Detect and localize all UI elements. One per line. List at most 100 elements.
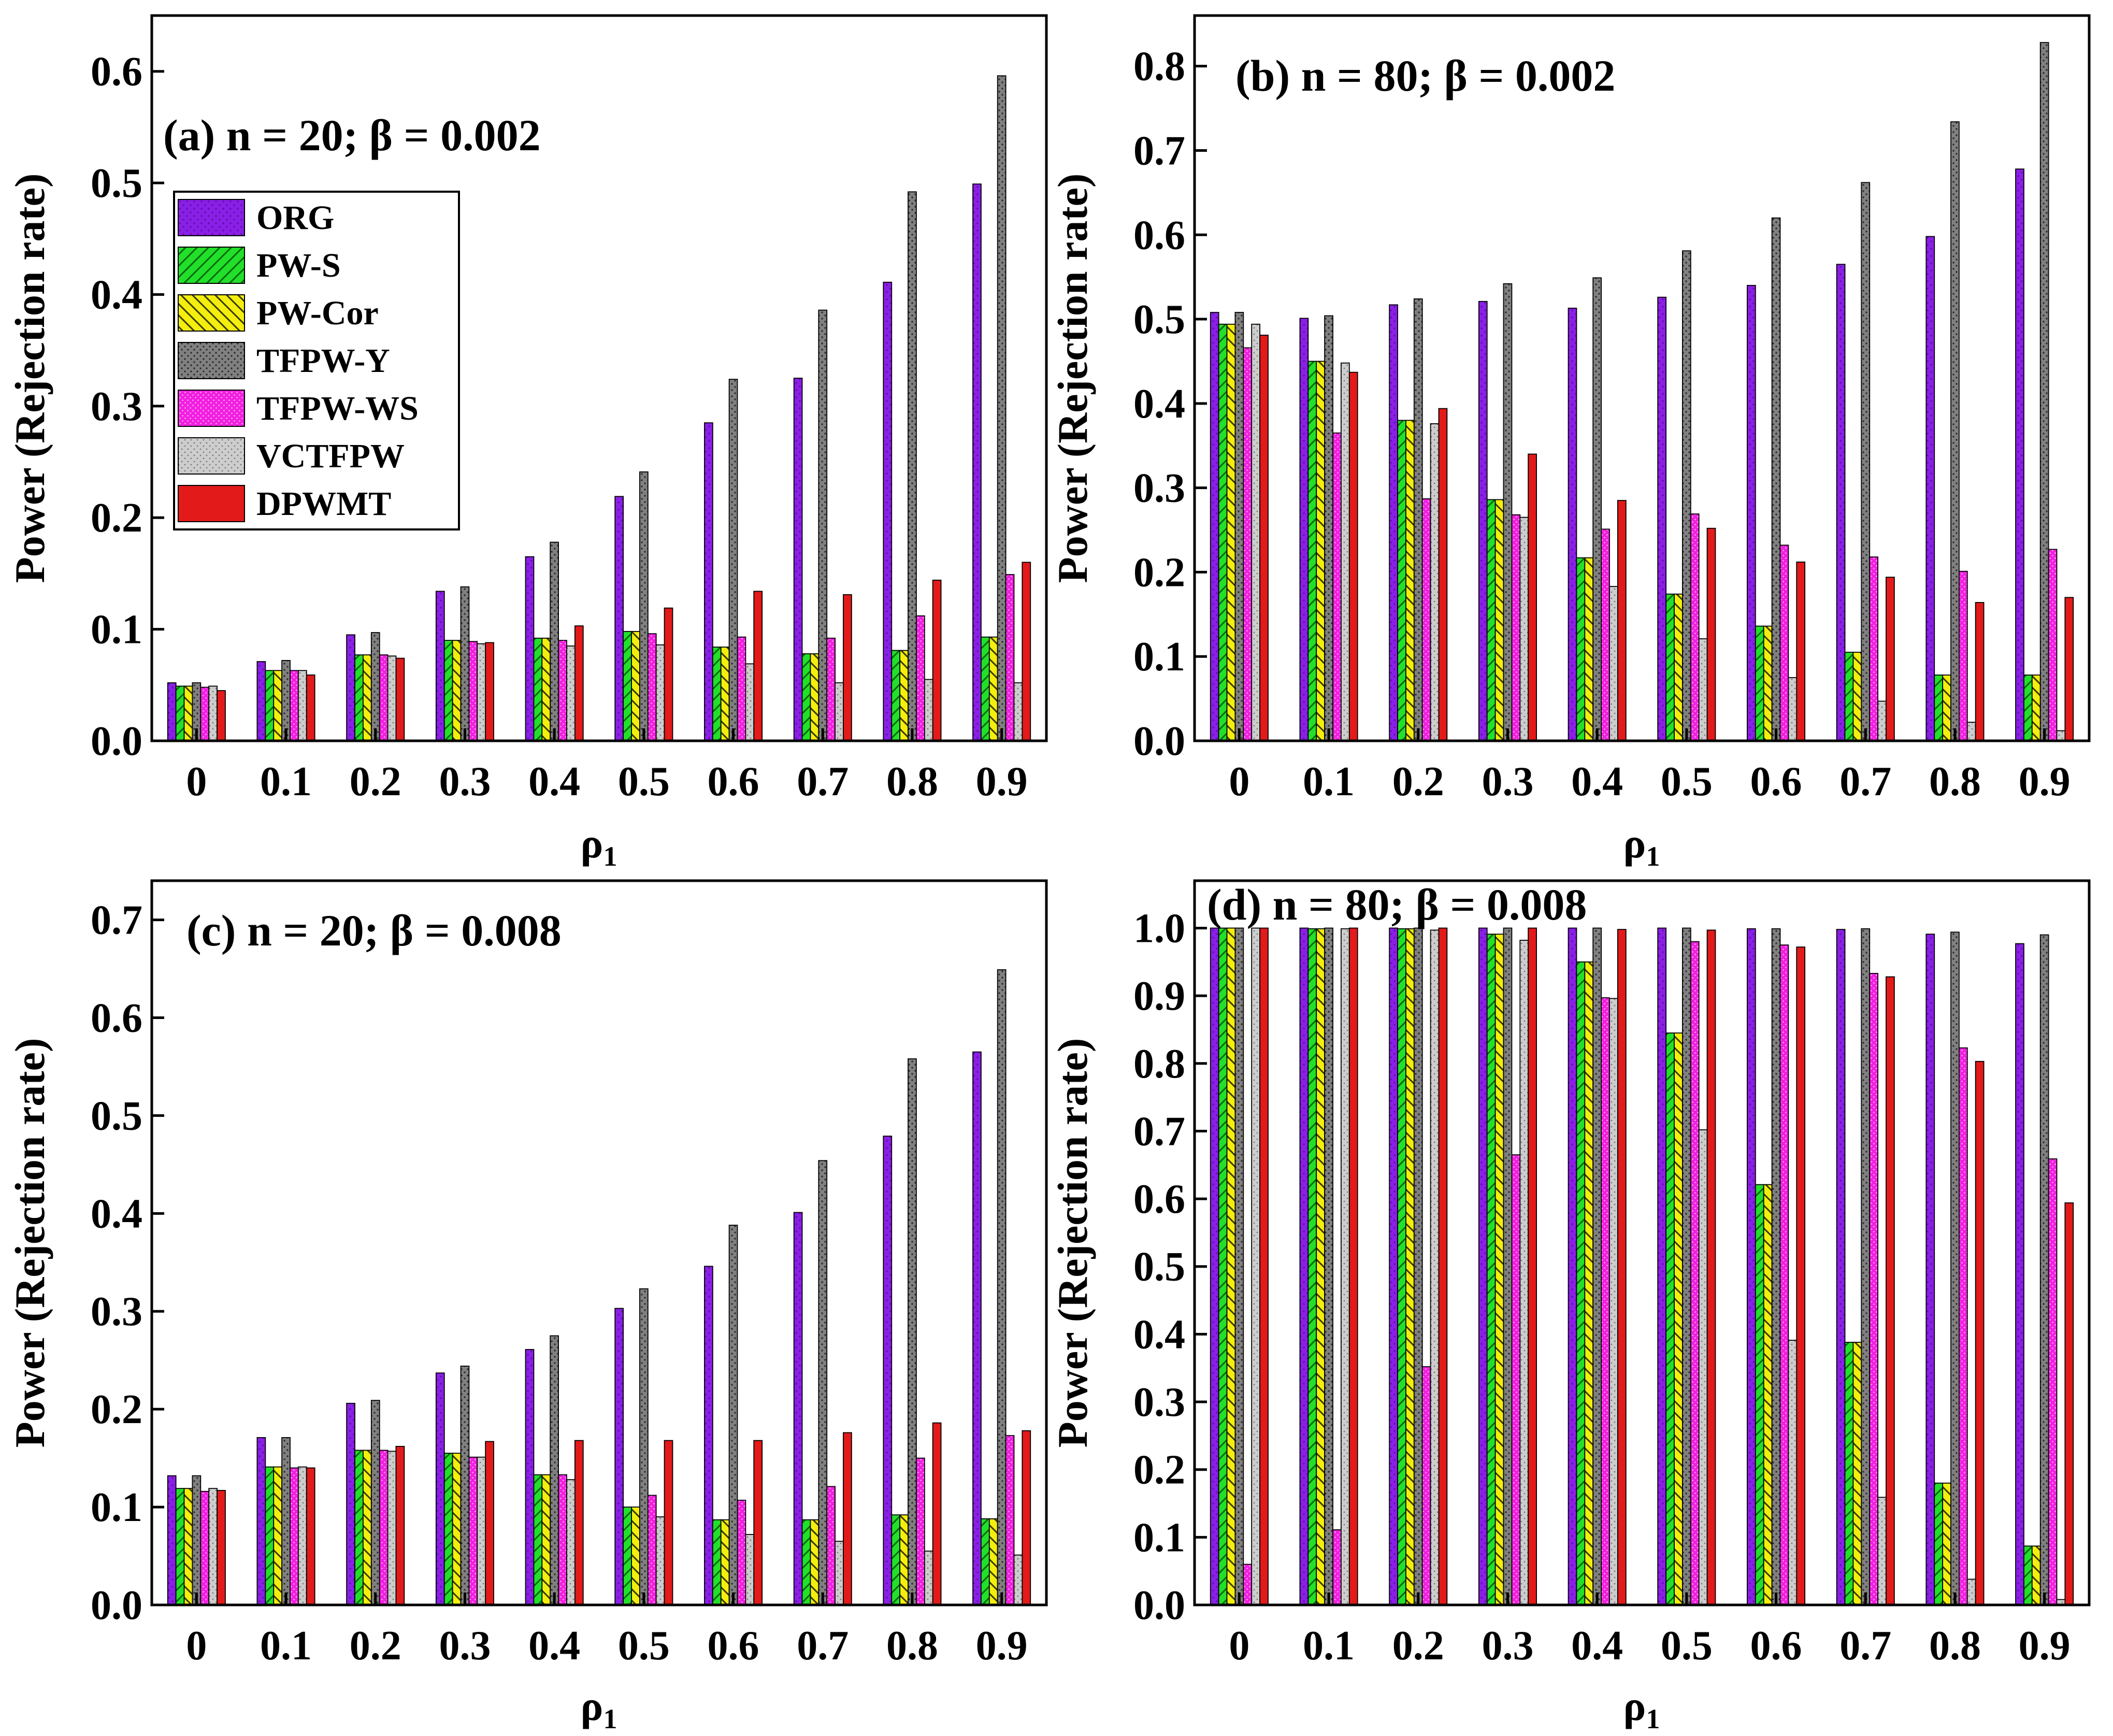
panel-a-bar-org-8 [883, 281, 893, 741]
panel-a-xlabel-sub: 1 [603, 841, 617, 872]
panel-d-bar-vctfpw-1 [1340, 928, 1350, 1605]
panel-b-xlabel-rho: ρ [1623, 820, 1646, 867]
panel-a-yaxis: 0.0 0.1 0.2 0.3 0.4 0.5 0.6 [91, 49, 164, 764]
panel-b-xtick-label: 0 [1229, 759, 1249, 805]
panel-c-bar-tfpwy-3 [460, 1366, 470, 1605]
panel-d-ytick-label: 0.5 [1133, 1244, 1185, 1290]
panel-d-bar-pws-6 [1755, 1184, 1764, 1605]
panel-a-bar-tfpwws-5 [647, 633, 657, 741]
panel-b-bar-org-3 [1478, 300, 1488, 741]
panel-c-bar-pwcor-0 [183, 1488, 193, 1605]
panel-a-bar-pws-8 [891, 650, 901, 741]
panel-d-bar-pws-8 [1934, 1482, 1944, 1605]
panel-d-bars [1210, 927, 2074, 1605]
panel-d-bar-vctfpw-7 [1877, 1497, 1887, 1605]
panel-d-bar-pws-9 [2023, 1545, 2033, 1605]
panel-d-bar-dpwmt-9 [2064, 1202, 2074, 1605]
panel-d-ytick-label: 0.7 [1133, 1109, 1185, 1154]
panel-c-bar-tfpwws-7 [826, 1486, 836, 1605]
panel-c-bar-org-2 [346, 1402, 355, 1605]
panel-b-bar-tfpwws-0 [1243, 347, 1253, 741]
panel-c-bar-tfpwws-4 [558, 1474, 567, 1605]
legend-swatch-pwcor [178, 294, 245, 332]
panel-b-bar-tfpwws-7 [1869, 556, 1878, 741]
panel-c-bar-dpwmt-9 [1022, 1430, 1031, 1605]
panel-b-xtick-label: 0.8 [1929, 759, 1981, 805]
panel-b-bar-vctfpw-5 [1698, 638, 1708, 741]
panel-b-bars [1210, 42, 2074, 741]
panel-b-bar-tfpwws-5 [1690, 513, 1700, 741]
panel-d-bar-pws-4 [1576, 961, 1586, 1605]
panel-b-bar-pwcor-4 [1584, 557, 1594, 741]
panel-d-bar-pwcor-6 [1763, 1184, 1773, 1605]
panel-a-xtick-label: 0.2 [350, 759, 401, 805]
panel-c-bar-dpwmt-3 [485, 1441, 494, 1605]
panel-a-bar-org-3 [435, 591, 445, 741]
panel-a-bar-vctfpw-3 [477, 643, 486, 741]
panel-b-ytick-label: 0.5 [1133, 297, 1185, 342]
panel-d-bar-dpwmt-4 [1617, 929, 1627, 1605]
panel-b-bar-vctfpw-9 [2056, 730, 2066, 741]
panel-a-bar-pwcor-9 [988, 636, 998, 741]
panel-d-xtick-label: 0.5 [1661, 1623, 1713, 1669]
panel-c-bar-dpwmt-6 [753, 1440, 763, 1605]
panel-b-frame [1193, 14, 2091, 742]
panel-d-bar-pwcor-1 [1316, 928, 1326, 1605]
panel-a-bar-org-7 [793, 378, 803, 741]
panel-b-bar-tfpwy-8 [1950, 121, 1960, 741]
panel-a-xtick-label: 0.9 [976, 759, 1028, 805]
panel-d-xlabel: ρ1 [1623, 1682, 1660, 1734]
panel-d-bar-tfpwws-3 [1511, 1154, 1521, 1605]
panel-b-bar-pws-4 [1576, 557, 1586, 741]
panel-d-bar-vctfpw-6 [1788, 1340, 1798, 1605]
panel-c-bar-org-1 [256, 1437, 266, 1605]
panel-a: 0.00.10.20.30.40.50.6 0 0.1 0.2 0.3 0.4 0.5 0.… [6, 14, 1048, 872]
panel-a-bar-pwcor-4 [541, 637, 551, 741]
panel-d-bar-pwcor-3 [1494, 934, 1504, 1605]
panel-b-bar-tfpwws-9 [2048, 549, 2058, 741]
panel-d-xtick-label: 0.8 [1929, 1623, 1981, 1669]
panel-b-ytick-label: 0.8 [1133, 44, 1185, 90]
panel-c-xtick-label: 0.4 [528, 1623, 580, 1669]
panel-d-bar-tfpwy-4 [1592, 927, 1602, 1605]
legend-label-tfpwy: TFPW-Y [256, 342, 390, 380]
legend: ORG PW-S PW-Cor TFPW-Y TFPW-WS VCTFPW DP… [173, 191, 460, 530]
panel-a-bar-tfpwy-6 [728, 379, 738, 741]
panel-a-ytick-label: 0.1 [91, 607, 142, 653]
panel-b-bar-pwcor-6 [1763, 625, 1773, 741]
panel-b-xtick-label: 0.2 [1392, 759, 1444, 805]
panel-b-bar-tfpwy-6 [1771, 217, 1781, 741]
panel-b-bar-pws-0 [1218, 323, 1228, 741]
panel-b-bar-pws-6 [1755, 625, 1764, 741]
panel-a-ytick-label: 0.3 [91, 384, 142, 429]
panel-b-bar-pwcor-7 [1852, 652, 1862, 741]
panel-b-xlabel-sub: 1 [1646, 841, 1660, 872]
panel-c-bar-vctfpw-8 [924, 1551, 933, 1605]
panel-a-bar-org-9 [972, 183, 982, 741]
panel-b-bar-vctfpw-6 [1788, 677, 1798, 741]
panel-c-ytick-label: 0.7 [91, 898, 142, 943]
panel-a-bar-pwcor-2 [363, 654, 372, 741]
panel-b-bar-vctfpw-4 [1609, 586, 1618, 741]
panel-b-ytick-label: 0.7 [1133, 128, 1185, 174]
panel-b-bar-pwcor-1 [1316, 361, 1326, 741]
panel-b-bar-vctfpw-1 [1340, 362, 1350, 741]
panel-d-bar-tfpwws-8 [1958, 1047, 1968, 1605]
panel-a-xtick-label: 0.1 [260, 759, 312, 805]
panel-b-bar-org-7 [1836, 264, 1846, 741]
panel-a-bar-pws-6 [712, 647, 722, 741]
panel-a-bar-org-0 [167, 682, 177, 741]
panel-d-bar-pwcor-5 [1674, 1032, 1683, 1605]
panel-d-ytick-label: 0.3 [1133, 1380, 1185, 1425]
panel-a-bar-tfpwy-4 [550, 541, 559, 741]
panel-b-bar-org-0 [1210, 312, 1219, 741]
panel-a-bar-tfpwy-5 [639, 471, 649, 741]
panel-b-bar-org-5 [1657, 296, 1667, 741]
panel-a-bar-pws-9 [981, 636, 990, 741]
panel-b-bar-tfpwws-3 [1511, 514, 1521, 741]
panel-a-bar-tfpwws-3 [468, 641, 478, 741]
panel-a-bar-pws-4 [533, 637, 543, 741]
panel-c-ytick-label: 0.5 [91, 1093, 142, 1139]
panel-a-xlabel: ρ1 [581, 820, 617, 872]
